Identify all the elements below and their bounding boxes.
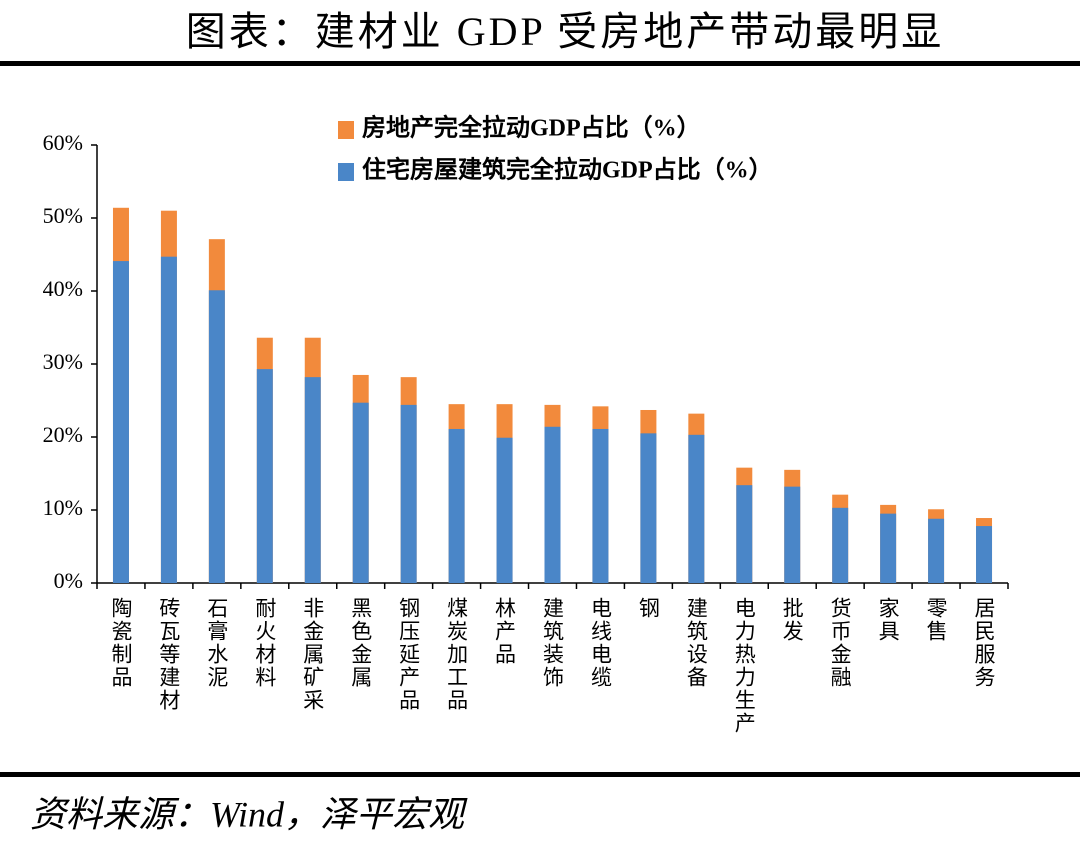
x-tick-label: 非金属矿采 [301,597,325,712]
bar [880,513,897,583]
bar [352,402,369,583]
bar [496,437,513,583]
legend-label: 房地产完全拉动GDP占比（%） [362,114,701,142]
legend-swatch [338,163,354,181]
bar [160,256,177,583]
x-tick-label: 陶瓷制品 [109,597,133,689]
bar [112,261,129,583]
x-tick-label: 石膏水泥 [205,597,229,689]
x-tick-label: 建筑装饰 [541,597,565,689]
y-tick-label: 10% [43,495,83,520]
x-tick-label: 砖瓦等建材 [157,597,181,712]
bar [400,404,417,583]
x-tick-label: 煤炭加工品 [445,597,469,712]
y-tick-label: 50% [43,203,83,228]
title-rule [0,61,1080,66]
y-tick-label: 30% [43,349,83,374]
x-tick-label: 钢压延产品 [397,597,421,712]
bar [256,369,273,583]
bar [592,428,609,583]
bar [784,486,801,583]
bar [976,526,993,583]
x-tick-label: 电力热力生产 [732,597,756,735]
y-tick-label: 20% [43,422,83,447]
y-tick-label: 40% [43,276,83,301]
x-tick-label: 黑色金属 [349,597,373,689]
bar [688,434,705,583]
x-tick-label: 钢 [636,597,660,620]
source-note: 资料来源：Wind，泽平宏观 [30,794,468,834]
bar [928,518,945,583]
bar [832,507,849,583]
x-tick-label: 建筑设备 [684,597,708,689]
x-tick-label: 居民服务 [972,597,996,689]
x-tick-label: 电线电缆 [588,597,612,689]
x-tick-label: 耐火材料 [253,597,277,689]
y-tick-label: 60% [43,130,83,155]
footer-rule [0,772,1080,777]
bar [304,377,321,583]
bar [640,433,657,583]
x-tick-label: 林产品 [493,597,517,666]
x-tick-label: 家具 [876,597,900,643]
bar [448,428,465,583]
y-tick-label: 0% [54,568,83,593]
chart-title: 图表：建材业 GDP 受房地产带动最明显 [186,9,945,54]
bar [544,426,561,583]
legend-label: 住宅房屋建筑完全拉动GDP占比（%） [362,156,773,184]
x-tick-label: 批发 [780,597,804,643]
x-tick-label: 货币金融 [828,597,852,689]
legend-swatch [338,121,354,139]
bar [736,485,753,583]
x-tick-label: 零售 [924,597,948,643]
bar [208,290,225,583]
